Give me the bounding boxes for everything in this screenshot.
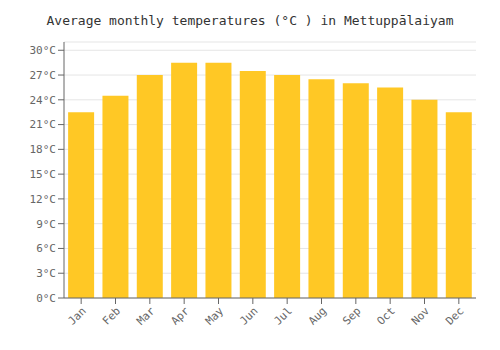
- svg-text:Oct: Oct: [375, 304, 398, 327]
- svg-text:Jan: Jan: [66, 304, 89, 327]
- svg-text:Nov: Nov: [409, 304, 433, 328]
- html-text:Average monthly temperatures (: Average monthly temperatures (°C ) in Me…: [46, 13, 454, 28]
- svg-text:Apr: Apr: [169, 304, 193, 328]
- svg-text:Feb: Feb: [100, 304, 123, 327]
- svg-text:Jul: Jul: [272, 304, 295, 327]
- svg-text:Mar: Mar: [134, 304, 158, 328]
- svg-text:May: May: [203, 304, 227, 328]
- svg-text:3°C: 3°C: [36, 267, 56, 280]
- svg-text:27°C: 27°C: [30, 69, 57, 82]
- svg-text:30°C: 30°C: [30, 44, 57, 57]
- svg-text:9°C: 9°C: [36, 218, 56, 231]
- svg-text:Sep: Sep: [340, 304, 363, 327]
- svg-text:Dec: Dec: [443, 304, 466, 327]
- svg-text:Aug: Aug: [306, 304, 329, 327]
- svg-text:24°C: 24°C: [30, 94, 57, 107]
- svg-text:0°C: 0°C: [36, 292, 56, 305]
- svg-text:18°C: 18°C: [30, 143, 57, 156]
- svg-text:21°C: 21°C: [30, 118, 57, 131]
- svg-text:15°C: 15°C: [30, 168, 57, 181]
- svg-text:12°C: 12°C: [30, 193, 57, 206]
- svg-text:Jun: Jun: [237, 304, 260, 327]
- svg-text:6°C: 6°C: [36, 242, 56, 255]
